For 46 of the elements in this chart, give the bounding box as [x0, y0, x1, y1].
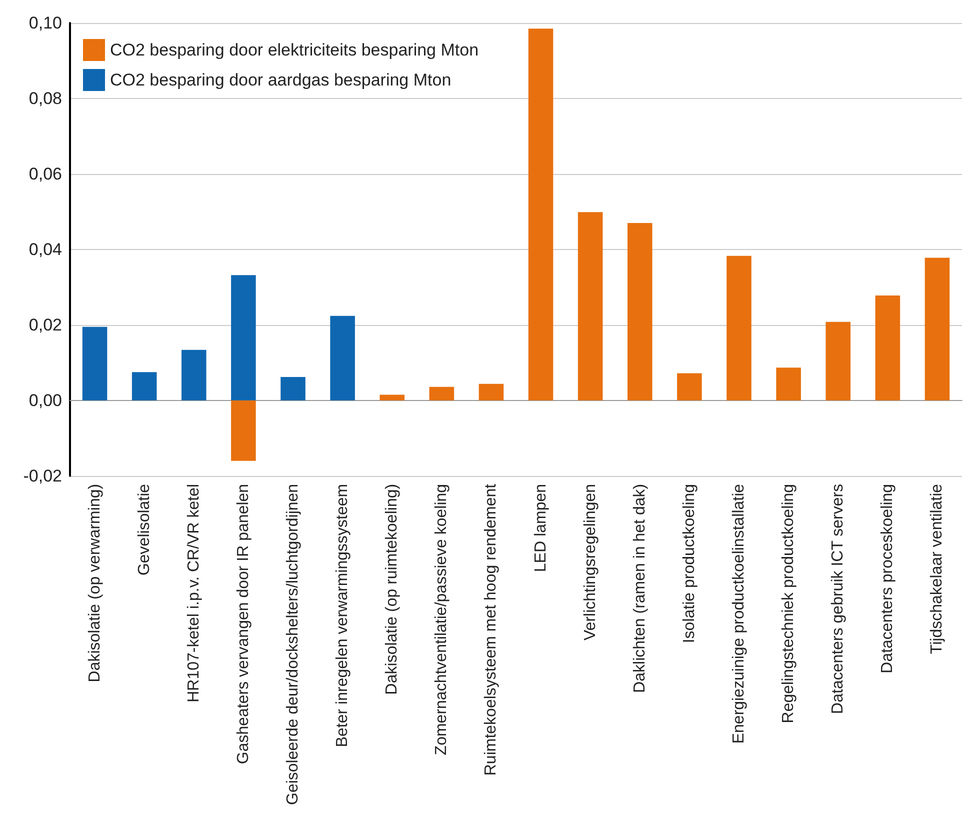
bar — [875, 296, 900, 400]
bar — [330, 316, 355, 400]
legend-label: CO2 besparing door aardgas besparing Mton — [110, 70, 452, 90]
bar — [628, 223, 652, 400]
bar — [776, 368, 801, 400]
x-tick-label: Energiezuinige productkoelinstallatie — [730, 484, 748, 744]
x-tick-label: Datacenters gebruik ICT servers — [830, 484, 847, 714]
bar — [280, 377, 306, 400]
bar — [182, 350, 206, 400]
y-tick-label: 0,06 — [28, 164, 62, 184]
y-tick-label: 0,10 — [28, 14, 62, 32]
x-tick-label: Tijdschakelaar ventilatie — [928, 484, 946, 654]
bar — [231, 400, 256, 461]
y-tick-label: -0,02 — [23, 466, 62, 486]
x-tick-label: Zomernachtventilatie/passieve koeling — [433, 484, 450, 756]
x-tick-label: Geisoleerde deur/dockshelters/luchtgordijnen — [284, 484, 302, 805]
x-tick-label: Ruimtekoelsysteem met hoog rendement — [482, 483, 500, 776]
x-tick-label: Isolatie productkoeling — [680, 484, 698, 644]
bar — [429, 386, 454, 400]
x-tick-label: Verlichtingsregelingen — [582, 484, 599, 640]
bar — [924, 258, 950, 400]
bar — [578, 212, 603, 400]
bar — [677, 373, 702, 400]
x-tick-label: Beter inregelen verwarmingssysteem — [334, 484, 352, 748]
y-tick-label: 0,08 — [28, 88, 62, 108]
x-tick-label: Datacenters proceskoeling — [879, 484, 896, 674]
y-tick-label: 0,04 — [28, 240, 62, 259]
x-tick-label: Daklichten (ramen in het dak) — [631, 484, 648, 693]
x-tick-label: Gasheaters vervangen door IR panelen — [234, 484, 252, 764]
x-tick-label: Dakisolatie (op verwarming) — [86, 484, 104, 682]
legend-label: CO2 besparing door elektriciteits besparing Mton — [110, 40, 479, 60]
bar — [528, 28, 554, 400]
x-tick-label: HR107-ketel i.p.v. CR/VR ketel — [185, 484, 202, 702]
bar — [826, 322, 850, 400]
bar — [231, 275, 256, 400]
bar — [478, 384, 504, 400]
x-tick-label: Dakisolatie (op ruimtekoeling) — [384, 484, 401, 695]
bar — [82, 326, 108, 400]
x-tick-label: Gevelisolatie — [136, 484, 153, 576]
y-tick-label: 0,00 — [28, 390, 62, 410]
y-tick-label: 0,02 — [28, 315, 62, 334]
x-tick-label: LED lampen — [532, 484, 550, 572]
bar — [132, 372, 157, 400]
bar — [726, 256, 752, 400]
bar — [380, 394, 404, 400]
x-tick-label: Regelingstechniek productkoeling — [780, 484, 798, 724]
